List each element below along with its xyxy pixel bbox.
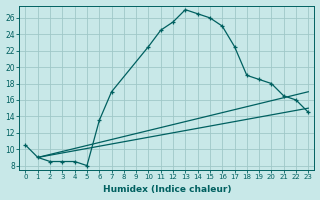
X-axis label: Humidex (Indice chaleur): Humidex (Indice chaleur) <box>103 185 231 194</box>
